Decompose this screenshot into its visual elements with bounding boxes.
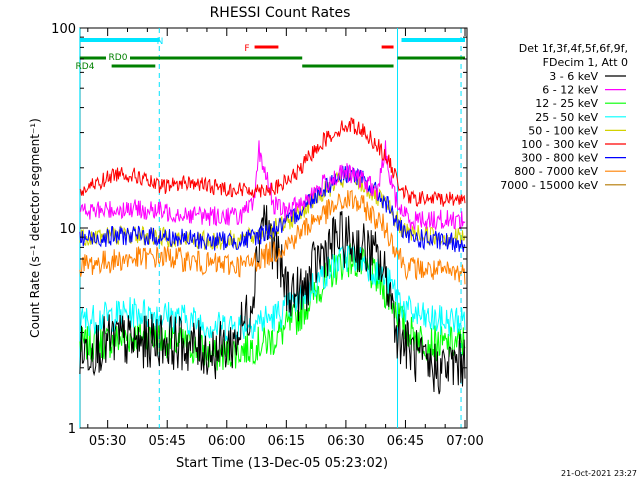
x-tick-label: 05:45 [148, 434, 185, 449]
data-series [79, 117, 466, 395]
legend: Det 1f,3f,4f,5f,6f,9f,FDecim 1, Att 03 -… [500, 42, 628, 192]
legend-entry-label: 12 - 25 keV [535, 97, 598, 110]
x-tick-label: 06:45 [387, 434, 424, 449]
annotation-label-rd4: RD4 [76, 62, 95, 72]
annotation-label-rd0: RD0 [109, 53, 128, 63]
x-tick-label: 06:30 [327, 434, 364, 449]
series-line-800-7000-kev [79, 189, 466, 285]
legend-entry-label: 7000 - 15000 keV [500, 179, 598, 192]
legend-entry-label: 50 - 100 keV [528, 124, 598, 137]
legend-entry-label: 3 - 6 keV [549, 70, 598, 83]
legend-entry-label: 100 - 300 keV [521, 138, 598, 151]
annotation-bars: N F RD0 RD4 [76, 37, 466, 72]
series-line-6-12-kev [79, 140, 466, 232]
axes: 1 10 100 05:30 05:45 06:00 06:15 06:30 06:45 07:0… [51, 22, 484, 449]
series-line-25-50-kev [79, 243, 466, 342]
legend-header-line: Det 1f,3f,4f,5f,6f,9f, [519, 42, 628, 55]
legend-entry-label: 800 - 7000 keV [514, 165, 598, 178]
legend-entry-label: 300 - 800 keV [521, 152, 598, 165]
annotation-label-f: F [244, 44, 249, 54]
x-tick-label: 06:00 [208, 434, 245, 449]
y-tick-label: 1 [68, 422, 76, 437]
annotation-label-bg [106, 51, 130, 62]
legend-entry-label: 25 - 50 keV [535, 111, 598, 124]
timestamp: 21-Oct-2021 23:27 [561, 469, 637, 478]
y-tick-label: 100 [51, 22, 76, 37]
x-tick-label: 05:30 [89, 434, 126, 449]
annotation-label-n: N [157, 37, 164, 47]
legend-entry-label: 6 - 12 keV [542, 84, 598, 97]
chart-title: RHESSI Count Rates [210, 5, 351, 21]
y-tick-label: 10 [59, 222, 76, 237]
x-tick-label: 06:15 [268, 434, 305, 449]
x-axis-label: Start Time (13-Dec-05 05:23:02) [176, 456, 388, 471]
series-line-3-6-kev [79, 204, 466, 395]
legend-header-line: FDecim 1, Att 0 [543, 56, 628, 69]
series-line-100-300-kev [79, 117, 466, 207]
series-line-300-800-kev [79, 165, 466, 253]
x-tick-label: 07:00 [446, 434, 483, 449]
y-axis-label: Count Rate (s⁻¹ detector segment⁻¹) [28, 118, 42, 338]
